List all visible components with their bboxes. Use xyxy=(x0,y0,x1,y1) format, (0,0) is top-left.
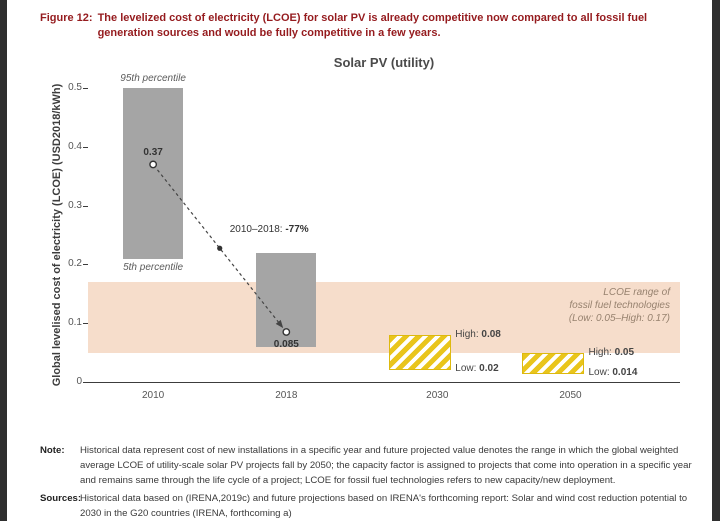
point-label-2010: 0.37 xyxy=(143,147,163,159)
sources-row: Sources: Historical data based on (IRENA… xyxy=(40,491,692,521)
figure-caption-text: The levelized cost of electricity (LCOE)… xyxy=(97,12,648,39)
x-tick-label-2030: 2030 xyxy=(426,390,449,401)
y-tick-label-0.4: 0.4 xyxy=(68,140,82,152)
projection-high-label-2030: High: 0.08 xyxy=(455,329,501,340)
percentile-high-label: 95th percentile xyxy=(120,73,186,84)
chart-title: Solar PV (utility) xyxy=(333,55,435,70)
note-text: Historical data represent cost of new in… xyxy=(80,445,692,486)
percentile-low-label: 5th percentile xyxy=(123,261,184,273)
trend-annotation-value: -77% xyxy=(285,224,309,236)
y-tick-label-0: 0 xyxy=(76,376,82,387)
left-edge-strip xyxy=(0,0,7,521)
projection-low-value: 0.02 xyxy=(479,363,499,375)
range-bar-2010 xyxy=(123,88,184,259)
y-tick-label-0.2: 0.2 xyxy=(68,258,82,270)
projection-range-2030 xyxy=(389,334,452,371)
projection-high-value: 0.08 xyxy=(481,328,501,340)
sources-text: Historical data based on (IRENA,2019c) a… xyxy=(80,493,688,519)
x-tick-label-2050: 2050 xyxy=(559,390,582,401)
projection-high-text: High: xyxy=(588,346,615,358)
x-tick-label-2018: 2018 xyxy=(275,390,298,401)
y-tick-mark-0.4 xyxy=(83,146,88,148)
projection-low-label-2050: Low: 0.014 xyxy=(588,367,637,378)
y-tick-mark-0.1 xyxy=(83,323,88,325)
range-bar-2018 xyxy=(256,252,317,347)
note-row: Note: Historical data represent cost of … xyxy=(40,443,692,488)
y-tick-label-0.5: 0.5 xyxy=(68,82,82,93)
right-edge-strip xyxy=(712,0,720,521)
sources-label: Sources: xyxy=(40,493,82,504)
trend-annotation-prefix: 2010–2018: xyxy=(229,224,286,236)
projection-low-value: 0.014 xyxy=(612,366,638,378)
x-tick-label-2010: 2010 xyxy=(141,390,165,401)
point-label-2018: 0.085 xyxy=(273,339,299,351)
projection-low-text: Low: xyxy=(455,363,480,375)
projection-range-2050 xyxy=(522,352,585,374)
y-tick-label-0.3: 0.3 xyxy=(68,199,82,211)
projection-high-label-2050: High: 0.05 xyxy=(588,347,634,358)
note-label: Note: xyxy=(40,445,65,456)
projection-low-label-2030: Low: 0.02 xyxy=(455,363,498,374)
y-tick-mark-0.2 xyxy=(83,264,88,266)
fossil-band-label: LCOE range of fossil fuel technologies (… xyxy=(568,287,670,325)
projection-high-text: High: xyxy=(455,328,482,340)
y-tick-label-0.1: 0.1 xyxy=(68,317,82,329)
figure-caption: Figure 12: The levelized cost of electri… xyxy=(40,11,694,41)
y-tick-mark-0.3 xyxy=(83,205,88,207)
trend-annotation: 2010–2018: -77% xyxy=(230,224,309,235)
x-axis-line xyxy=(84,382,680,383)
projection-low-text: Low: xyxy=(588,366,613,378)
projection-high-value: 0.05 xyxy=(614,346,635,358)
y-tick-mark-0.5 xyxy=(83,88,88,89)
trend-midpoint xyxy=(217,245,223,251)
notes-section: Note: Historical data represent cost of … xyxy=(40,443,692,521)
figure-caption-label: Figure 12: xyxy=(40,12,93,24)
